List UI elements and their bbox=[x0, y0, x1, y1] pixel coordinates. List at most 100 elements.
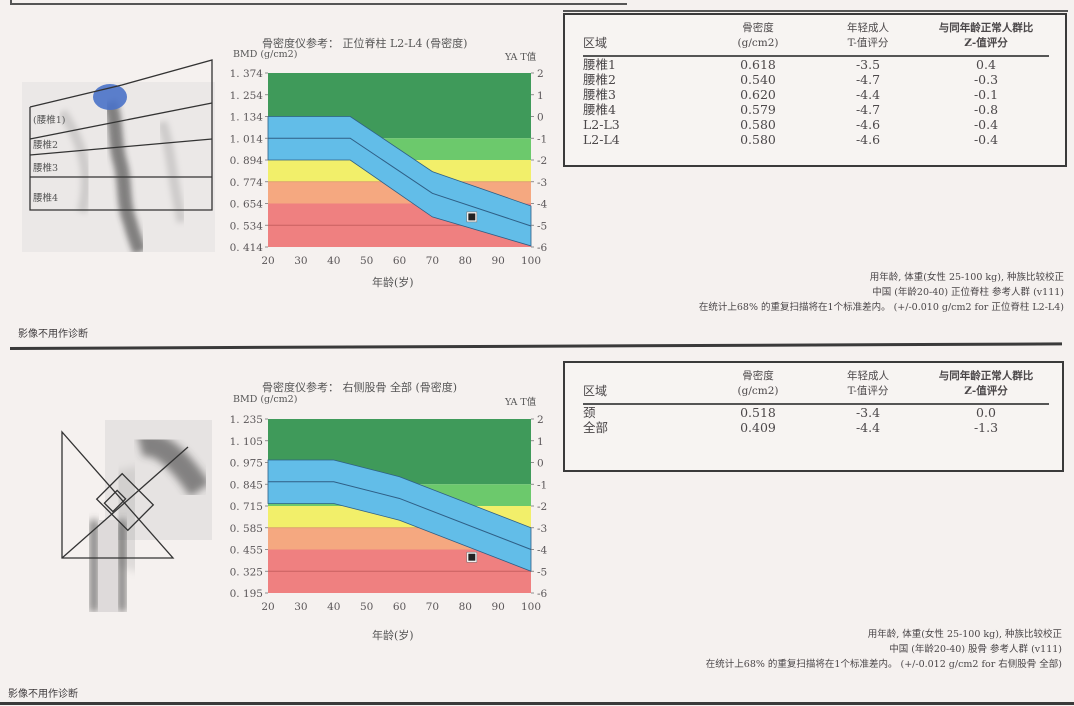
x-tick-label: 30 bbox=[294, 255, 307, 267]
x-tick-label: 20 bbox=[261, 601, 274, 613]
x-tick-label: 90 bbox=[491, 255, 504, 267]
spine-note-1: 用年龄, 体重(女性 25-100 kg), 种族比较校正 bbox=[869, 272, 1064, 283]
col-z-sub: Z-值评分 bbox=[964, 385, 1008, 397]
col-z-label: 与同年龄正常人群比 bbox=[938, 370, 1034, 382]
spine-scan-image bbox=[22, 82, 215, 252]
col-t-sub: T-值评分 bbox=[847, 37, 889, 49]
col-t-label: 年轻成人 bbox=[847, 22, 889, 34]
spine-note-2: 中国 (年龄20-40) 正位脊柱 参考人群 (v111) bbox=[872, 287, 1064, 298]
y2-tick-label: -3 bbox=[537, 523, 547, 535]
cell-bmd: 0.580 bbox=[740, 117, 776, 132]
y2-tick-label: 0 bbox=[537, 458, 544, 470]
cell-bmd: 0.409 bbox=[740, 420, 776, 435]
col-bmd: 骨密度 (g/cm2) bbox=[703, 21, 813, 57]
cell-z: -0.3 bbox=[973, 72, 999, 87]
x-tick-label: 100 bbox=[521, 601, 541, 613]
col-t-sub: T-值评分 bbox=[847, 385, 889, 397]
spine-notes: 用年龄, 体重(女性 25-100 kg), 种族比较校正 中国 (年龄20-4… bbox=[699, 270, 1064, 315]
top-border bbox=[10, 0, 627, 5]
cell-z: -0.1 bbox=[973, 87, 999, 102]
cell-t: -4.4 bbox=[855, 420, 881, 435]
col-t-score: 年轻成人 T-值评分 bbox=[813, 21, 923, 57]
cell-bmd: 0.579 bbox=[740, 102, 776, 117]
reference-band bbox=[267, 116, 532, 247]
patient-marker bbox=[468, 553, 476, 561]
y2-tick-label: -1 bbox=[537, 479, 547, 491]
cell-z: 0.0 bbox=[976, 405, 996, 420]
y-tick-label: 1. 254 bbox=[230, 90, 264, 102]
cell-t: -4.7 bbox=[855, 102, 881, 117]
y2-tick-label: -4 bbox=[537, 545, 548, 557]
x-tick-label: 40 bbox=[327, 601, 340, 613]
x-tick-label: 80 bbox=[459, 255, 472, 267]
hip-note-3: 在统计上68% 的重复扫描将在1个标准差内。 (+/-0.012 g/cm2 f… bbox=[705, 659, 1062, 670]
y-tick-label: 0. 414 bbox=[230, 242, 264, 254]
cell-region: L2-L4 bbox=[583, 132, 620, 147]
cell-z: -0.8 bbox=[973, 102, 999, 117]
cell-t: -4.4 bbox=[855, 87, 881, 102]
hip-note-2: 中国 (年龄20-40) 股骨 参考人群 (v111) bbox=[889, 644, 1062, 655]
y2-tick-label: -5 bbox=[537, 220, 547, 232]
y-tick-label: 1. 014 bbox=[230, 133, 264, 145]
hip-roi-overlay bbox=[61, 430, 189, 559]
cell-z: -0.4 bbox=[973, 132, 999, 147]
y-tick-label: 1. 374 bbox=[230, 68, 264, 80]
table-row: 腰椎3 0.620 -4.4 -0.1 bbox=[583, 87, 1049, 102]
cell-region: 腰椎4 bbox=[583, 102, 616, 117]
spine-note-3: 在统计上68% 的重复扫描将在1个标准差内。 (+/-0.010 g/cm2 f… bbox=[698, 302, 1064, 313]
x-tick-label: 50 bbox=[360, 255, 373, 267]
cell-z: -0.4 bbox=[973, 117, 999, 132]
table-row: 腰椎4 0.579 -4.7 -0.8 bbox=[583, 102, 1049, 117]
spine-roi-label-l4: 腰椎4 bbox=[33, 193, 59, 204]
cell-region: 腰椎2 bbox=[583, 72, 616, 87]
patient-marker bbox=[468, 213, 476, 221]
col-z-score: 与同年龄正常人群比 Z-值评分 bbox=[923, 21, 1049, 57]
cell-bmd: 0.618 bbox=[740, 57, 776, 72]
y-tick-label: 0. 195 bbox=[230, 588, 263, 600]
cell-region: 颈 bbox=[583, 405, 596, 420]
x-tick-label: 70 bbox=[426, 601, 439, 613]
spine-bmd-chart: 1. 374 1. 254 1. 134 1. 014 0. 894 0. 774 0. 6… bbox=[222, 64, 552, 294]
hip-results-table: 区域 骨密度 (g/cm2) 年轻成人 T-值评分 与同年龄正常人群比 Z-值评分 颈… bbox=[563, 361, 1064, 472]
reference-mean-line bbox=[268, 481, 532, 550]
x-tick-label: 90 bbox=[491, 601, 504, 613]
y2-tick-label: 1 bbox=[537, 90, 544, 102]
y2-tick-label: -2 bbox=[537, 501, 547, 513]
x-tick-label: 40 bbox=[327, 255, 340, 267]
col-z-sub: Z-值评分 bbox=[964, 37, 1008, 49]
cell-region: 腰椎1 bbox=[583, 57, 616, 72]
y2-tick-label: 2 bbox=[537, 414, 544, 426]
spine-x-label: 年龄(岁) bbox=[372, 276, 414, 289]
hip-y-left-label: BMD (g/cm2) bbox=[233, 394, 298, 405]
reference-mean-line bbox=[268, 137, 532, 227]
cell-region: 腰椎3 bbox=[583, 87, 616, 102]
hip-y-right-label: YA T值 bbox=[505, 397, 537, 408]
y2-tick-label: -1 bbox=[537, 133, 547, 145]
cell-t: -4.6 bbox=[855, 117, 881, 132]
spine-roi-label-l1: (腰椎1) bbox=[33, 115, 66, 126]
col-bmd: 骨密度 (g/cm2) bbox=[703, 369, 813, 405]
spine-roi-overlay bbox=[29, 59, 213, 211]
col-region: 区域 bbox=[583, 21, 703, 57]
col-z-score: 与同年龄正常人群比 Z-值评分 bbox=[923, 369, 1049, 405]
bmd-chart-svg: 1. 235 1. 105 0. 975 0. 845 0. 715 0. 585 0. 4… bbox=[230, 414, 548, 613]
spine-results-table: 区域 骨密度 (g/cm2) 年轻成人 T-值评分 与同年龄正常人群比 Z-值评分 腰… bbox=[563, 13, 1067, 167]
cell-bmd: 0.580 bbox=[740, 132, 776, 147]
spine-roi-label-l3: 腰椎3 bbox=[33, 163, 59, 174]
x-tick-label: 100 bbox=[521, 255, 541, 267]
y2-tick-label: -2 bbox=[537, 155, 547, 167]
top-border-right bbox=[563, 10, 1068, 15]
y2-tick-label: -6 bbox=[537, 588, 548, 600]
x-tick-label: 60 bbox=[393, 601, 406, 613]
table-row: 腰椎2 0.540 -4.7 -0.3 bbox=[583, 72, 1049, 87]
x-tick-label: 80 bbox=[459, 601, 472, 613]
y2-tick-label: 0 bbox=[537, 112, 544, 124]
col-t-label: 年轻成人 bbox=[847, 370, 889, 382]
cell-z: 0.4 bbox=[976, 57, 996, 72]
hip-disclaimer: 影像不用作诊断 bbox=[8, 689, 78, 700]
col-region: 区域 bbox=[583, 369, 703, 405]
hip-scan-image bbox=[60, 420, 212, 612]
table-row: 腰椎1 0.618 -3.5 0.4 bbox=[583, 56, 1049, 72]
cell-t: -3.4 bbox=[855, 405, 881, 420]
y-tick-label: 0. 654 bbox=[230, 199, 264, 211]
